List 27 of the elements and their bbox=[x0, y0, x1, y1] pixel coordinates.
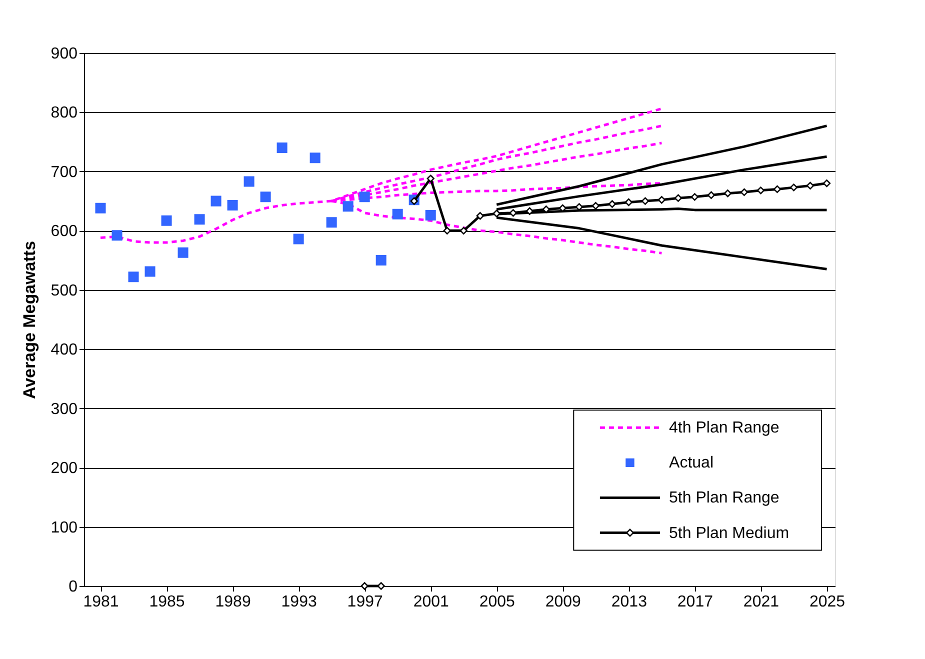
y-tick-label: 700 bbox=[50, 164, 78, 181]
legend-label: 4th Plan Range bbox=[669, 420, 780, 437]
y-tick-label: 600 bbox=[50, 223, 78, 240]
y-tick-label: 0 bbox=[68, 578, 78, 596]
x-tick-label: 2005 bbox=[479, 594, 516, 610]
x-tick-label: 1985 bbox=[149, 594, 185, 610]
y-tick-label: 200 bbox=[50, 460, 78, 478]
x-tick-label: 2017 bbox=[677, 594, 714, 610]
y-tick-label: 300 bbox=[50, 400, 78, 418]
y-tick-label: 900 bbox=[50, 46, 78, 62]
y-tick-label: 500 bbox=[50, 282, 78, 300]
x-tick-label: 2025 bbox=[809, 594, 846, 610]
legend-label: 5th Plan Range bbox=[669, 490, 780, 507]
x-tick-label: 2009 bbox=[545, 594, 582, 610]
x-tick-label: 2021 bbox=[743, 594, 780, 610]
x-tick-label: 1981 bbox=[83, 594, 119, 610]
legend-label: 5th Plan Medium bbox=[669, 524, 790, 542]
x-tick-label: 1997 bbox=[347, 594, 383, 610]
y-tick-label: 400 bbox=[50, 342, 78, 359]
y-tick-label: 800 bbox=[50, 104, 78, 122]
x-tick-label: 1989 bbox=[215, 594, 251, 610]
y-tick-label: 100 bbox=[50, 519, 78, 536]
x-tick-label: 2013 bbox=[611, 594, 648, 610]
x-tick-label: 1993 bbox=[281, 594, 317, 610]
x-tick-label: 2001 bbox=[413, 594, 450, 610]
y-axis-title: Average Megawatts bbox=[20, 240, 39, 400]
legend-label: Actual bbox=[669, 454, 714, 472]
